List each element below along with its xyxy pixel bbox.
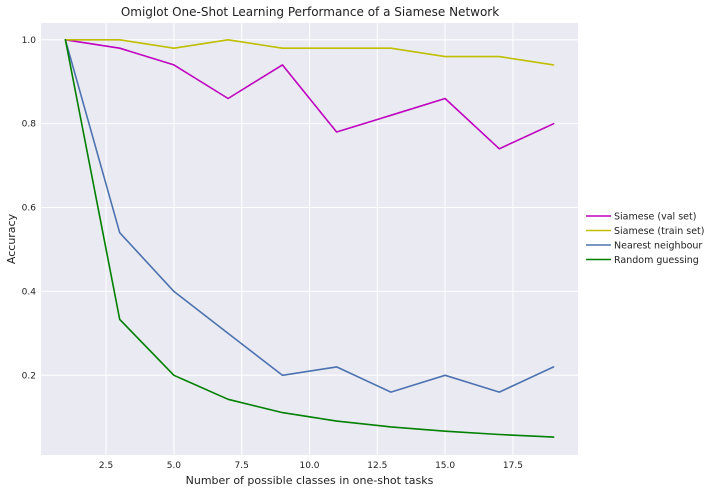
x-tick-label: 5.0 <box>167 461 182 471</box>
grid-lines <box>41 23 578 455</box>
legend-entry-label: Siamese (train set) <box>614 226 704 237</box>
legend-entry-label: Random guessing <box>614 255 699 266</box>
x-tick-label: 10.0 <box>299 461 319 471</box>
legend-entry-label: Nearest neighbour <box>614 241 702 252</box>
x-axis-label: Number of possible classes in one-shot t… <box>186 474 434 487</box>
x-axis-ticks: 2.5 5.0 7.5 10.0 12.5 15.0 17.5 <box>99 461 523 471</box>
y-tick-label: 0.2 <box>22 371 36 381</box>
series-line-4 <box>64 38 555 438</box>
x-tick-label: 15.0 <box>435 461 455 471</box>
y-axis-label: Accuracy <box>5 213 18 264</box>
y-tick-label: 0.4 <box>22 287 37 297</box>
series-line-2 <box>64 38 555 66</box>
y-tick-label: 1.0 <box>22 36 37 46</box>
x-tick-label: 12.5 <box>367 461 387 471</box>
legend-entry-label: Siamese (val set) <box>614 212 696 223</box>
chart-title: Omiglot One-Shot Learning Performance of… <box>121 5 499 19</box>
x-tick-label: 17.5 <box>503 461 523 471</box>
series-lines <box>64 38 555 438</box>
series-line-3 <box>64 38 555 393</box>
series-line-1 <box>64 38 555 150</box>
y-axis-ticks: 0.2 0.4 0.6 0.8 1.0 <box>22 36 37 382</box>
x-tick-label: 7.5 <box>235 461 249 471</box>
y-tick-label: 0.8 <box>22 120 37 130</box>
y-tick-label: 0.6 <box>22 204 37 214</box>
legend: Siamese (val set) Siamese (train set) Near… <box>586 212 704 266</box>
x-tick-label: 2.5 <box>99 461 113 471</box>
